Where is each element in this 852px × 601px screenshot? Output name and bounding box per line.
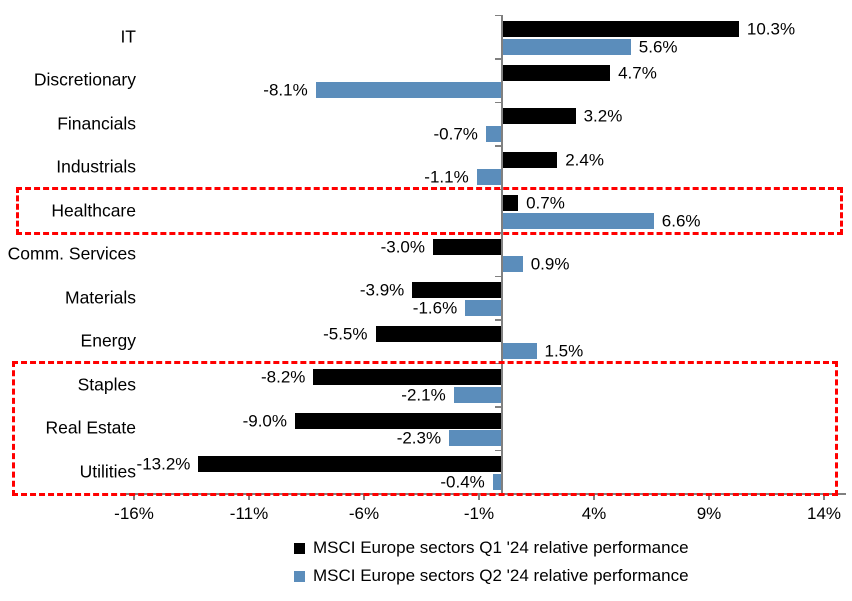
- bar-value-label: 4.7%: [618, 63, 657, 82]
- legend-swatch-q1-icon: [294, 542, 305, 554]
- y-axis-tick: [494, 449, 501, 451]
- bar-q2-discretionary: [315, 82, 502, 98]
- bar-value-label: 0.7%: [526, 193, 565, 213]
- bar-value-label: 0.9%: [530, 254, 570, 274]
- bar-value-label: 1.5%: [544, 341, 584, 361]
- x-axis-tick: [248, 493, 250, 500]
- bar-value-label: -5.5%: [323, 324, 368, 343]
- bar-q1-it: [502, 21, 739, 37]
- x-tick-label: -16%: [114, 504, 154, 523]
- bar-q2-healthcare: [502, 212, 654, 229]
- bar-q1-healthcare: [502, 195, 519, 211]
- x-tick-label: 9%: [696, 504, 722, 523]
- x-tick-label: -1%: [463, 504, 495, 523]
- bar-value-label: -1.1%: [424, 167, 469, 187]
- legend-item-q1: MSCI Europe sectors Q1 '24 relative perf…: [294, 534, 689, 562]
- category-label-materials: Materials: [65, 287, 136, 308]
- bar-value-label: -8.1%: [263, 80, 308, 100]
- bar-q1-materials: [412, 282, 502, 298]
- x-axis-tick: [708, 493, 710, 500]
- legend-label-q2: MSCI Europe sectors Q2 '24 relative perf…: [313, 566, 689, 585]
- x-tick-label: -6%: [348, 504, 380, 523]
- bar-value-label: -8.2%: [260, 367, 306, 387]
- bar-value-label: -9.0%: [242, 411, 287, 430]
- bar-q1-comm-services: [433, 238, 502, 255]
- bar-value-label: 6.6%: [661, 211, 701, 230]
- highlight-box-healthcare: [16, 187, 843, 235]
- category-label-real-estate: Real Estate: [45, 417, 136, 438]
- x-axis-tick: [133, 493, 135, 500]
- category-label-healthcare: Healthcare: [51, 200, 136, 221]
- category-label-utilities: Utilities: [79, 461, 136, 482]
- bar-value-label: 3.2%: [583, 106, 623, 126]
- bar-value-label: -2.1%: [401, 385, 446, 404]
- bar-value-label: 2.4%: [565, 150, 604, 169]
- legend-swatch-q2-icon: [294, 570, 305, 582]
- bar-value-label: -13.2%: [136, 454, 191, 474]
- chart-legend: MSCI Europe sectors Q1 '24 relative perf…: [294, 534, 689, 590]
- x-axis-tick: [363, 493, 365, 500]
- y-axis-tick: [494, 58, 501, 60]
- bar-q2-staples: [453, 386, 502, 403]
- bar-q1-staples: [313, 369, 502, 385]
- y-axis-line: [500, 15, 503, 494]
- bar-value-label: -0.7%: [433, 124, 478, 143]
- bar-q1-real-estate: [295, 412, 502, 429]
- bar-value-label: -0.4%: [440, 472, 485, 491]
- bar-value-label: 5.6%: [638, 37, 678, 56]
- x-axis-tick: [823, 493, 825, 500]
- y-axis-tick: [494, 406, 501, 408]
- y-axis-tick: [494, 14, 501, 16]
- bar-q1-energy: [375, 325, 502, 342]
- bar-q1-financials: [502, 108, 576, 124]
- bar-value-label: -3.0%: [380, 237, 425, 256]
- category-label-comm-services: Comm. Services: [7, 243, 136, 264]
- category-label-energy: Energy: [80, 330, 136, 351]
- bar-q2-financials: [485, 125, 502, 142]
- y-axis-tick: [494, 145, 501, 147]
- category-label-industrials: Industrials: [56, 156, 136, 177]
- x-axis-tick: [593, 493, 595, 500]
- category-label-discretionary: Discretionary: [33, 69, 136, 90]
- highlight-box-staples: [12, 361, 838, 496]
- bar-q1-utilities: [198, 456, 502, 472]
- category-label-financials: Financials: [57, 113, 136, 134]
- bar-value-label: 10.3%: [746, 19, 796, 39]
- x-tick-label: -11%: [229, 504, 269, 523]
- bar-q2-it: [502, 38, 631, 55]
- y-axis-tick: [494, 319, 501, 321]
- bar-value-label: -2.3%: [396, 428, 442, 448]
- bar-q2-comm-services: [502, 256, 523, 272]
- category-label-it: IT: [120, 26, 136, 47]
- x-tick-label: 4%: [581, 504, 607, 523]
- category-label-staples: Staples: [77, 374, 136, 395]
- x-tick-label: 14%: [806, 504, 842, 523]
- x-axis-tick: [478, 493, 480, 500]
- bar-value-label: -1.6%: [412, 298, 458, 317]
- bar-q1-discretionary: [502, 64, 611, 81]
- bar-q2-energy: [502, 343, 537, 359]
- y-axis-tick: [494, 275, 501, 277]
- bar-q2-real-estate: [449, 430, 502, 446]
- bar-q2-industrials: [476, 169, 502, 185]
- y-axis-tick: [494, 101, 501, 103]
- bar-value-label: -3.9%: [359, 280, 405, 300]
- bar-q2-utilities: [492, 473, 502, 490]
- legend-item-q2: MSCI Europe sectors Q2 '24 relative perf…: [294, 562, 689, 590]
- legend-label-q1: MSCI Europe sectors Q1 '24 relative perf…: [313, 538, 689, 557]
- bar-q2-materials: [465, 299, 502, 316]
- bar-q1-industrials: [502, 151, 558, 168]
